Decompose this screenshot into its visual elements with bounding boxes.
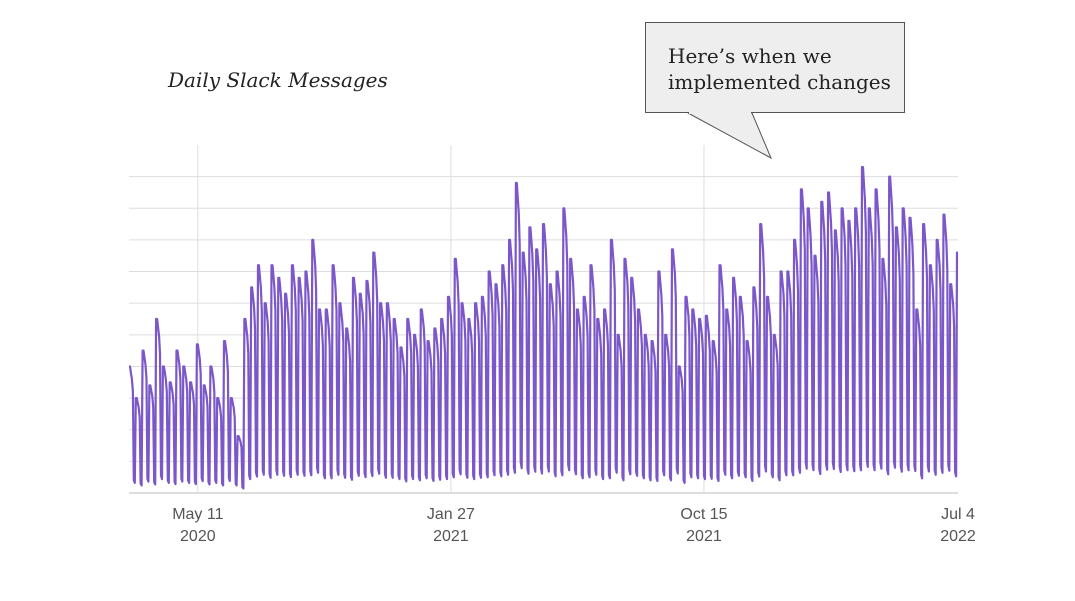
x-tick-label: Oct 15 [680,506,727,523]
x-tick-label: Jul 4 [941,506,975,523]
x-tick-label: 2021 [686,528,722,545]
annotation-line-2: implemented changes [668,70,891,94]
series-line [128,166,959,490]
x-tick-label: 2020 [180,528,216,545]
callout-pointer-join [689,111,751,114]
x-tick-label: May 11 [172,506,223,523]
x-tick-label: 2022 [940,528,976,545]
chart-title: Daily Slack Messages [168,68,388,92]
callout-pointer [687,112,773,160]
annotation-line-1: Here’s when we [668,44,832,68]
x-axis-ticks: May 11 2020 Jan 27 2021 Oct 15 2021 Jul 4 2022 [172,506,976,545]
gridlines [129,145,958,494]
annotation-callout: Here’s when we implemented changes [645,22,905,113]
x-tick-label: Jan 27 [427,506,475,523]
series-layer [128,166,959,490]
x-tick-label: 2021 [433,528,469,545]
annotation-text: Here’s when we implemented changes [668,43,891,95]
